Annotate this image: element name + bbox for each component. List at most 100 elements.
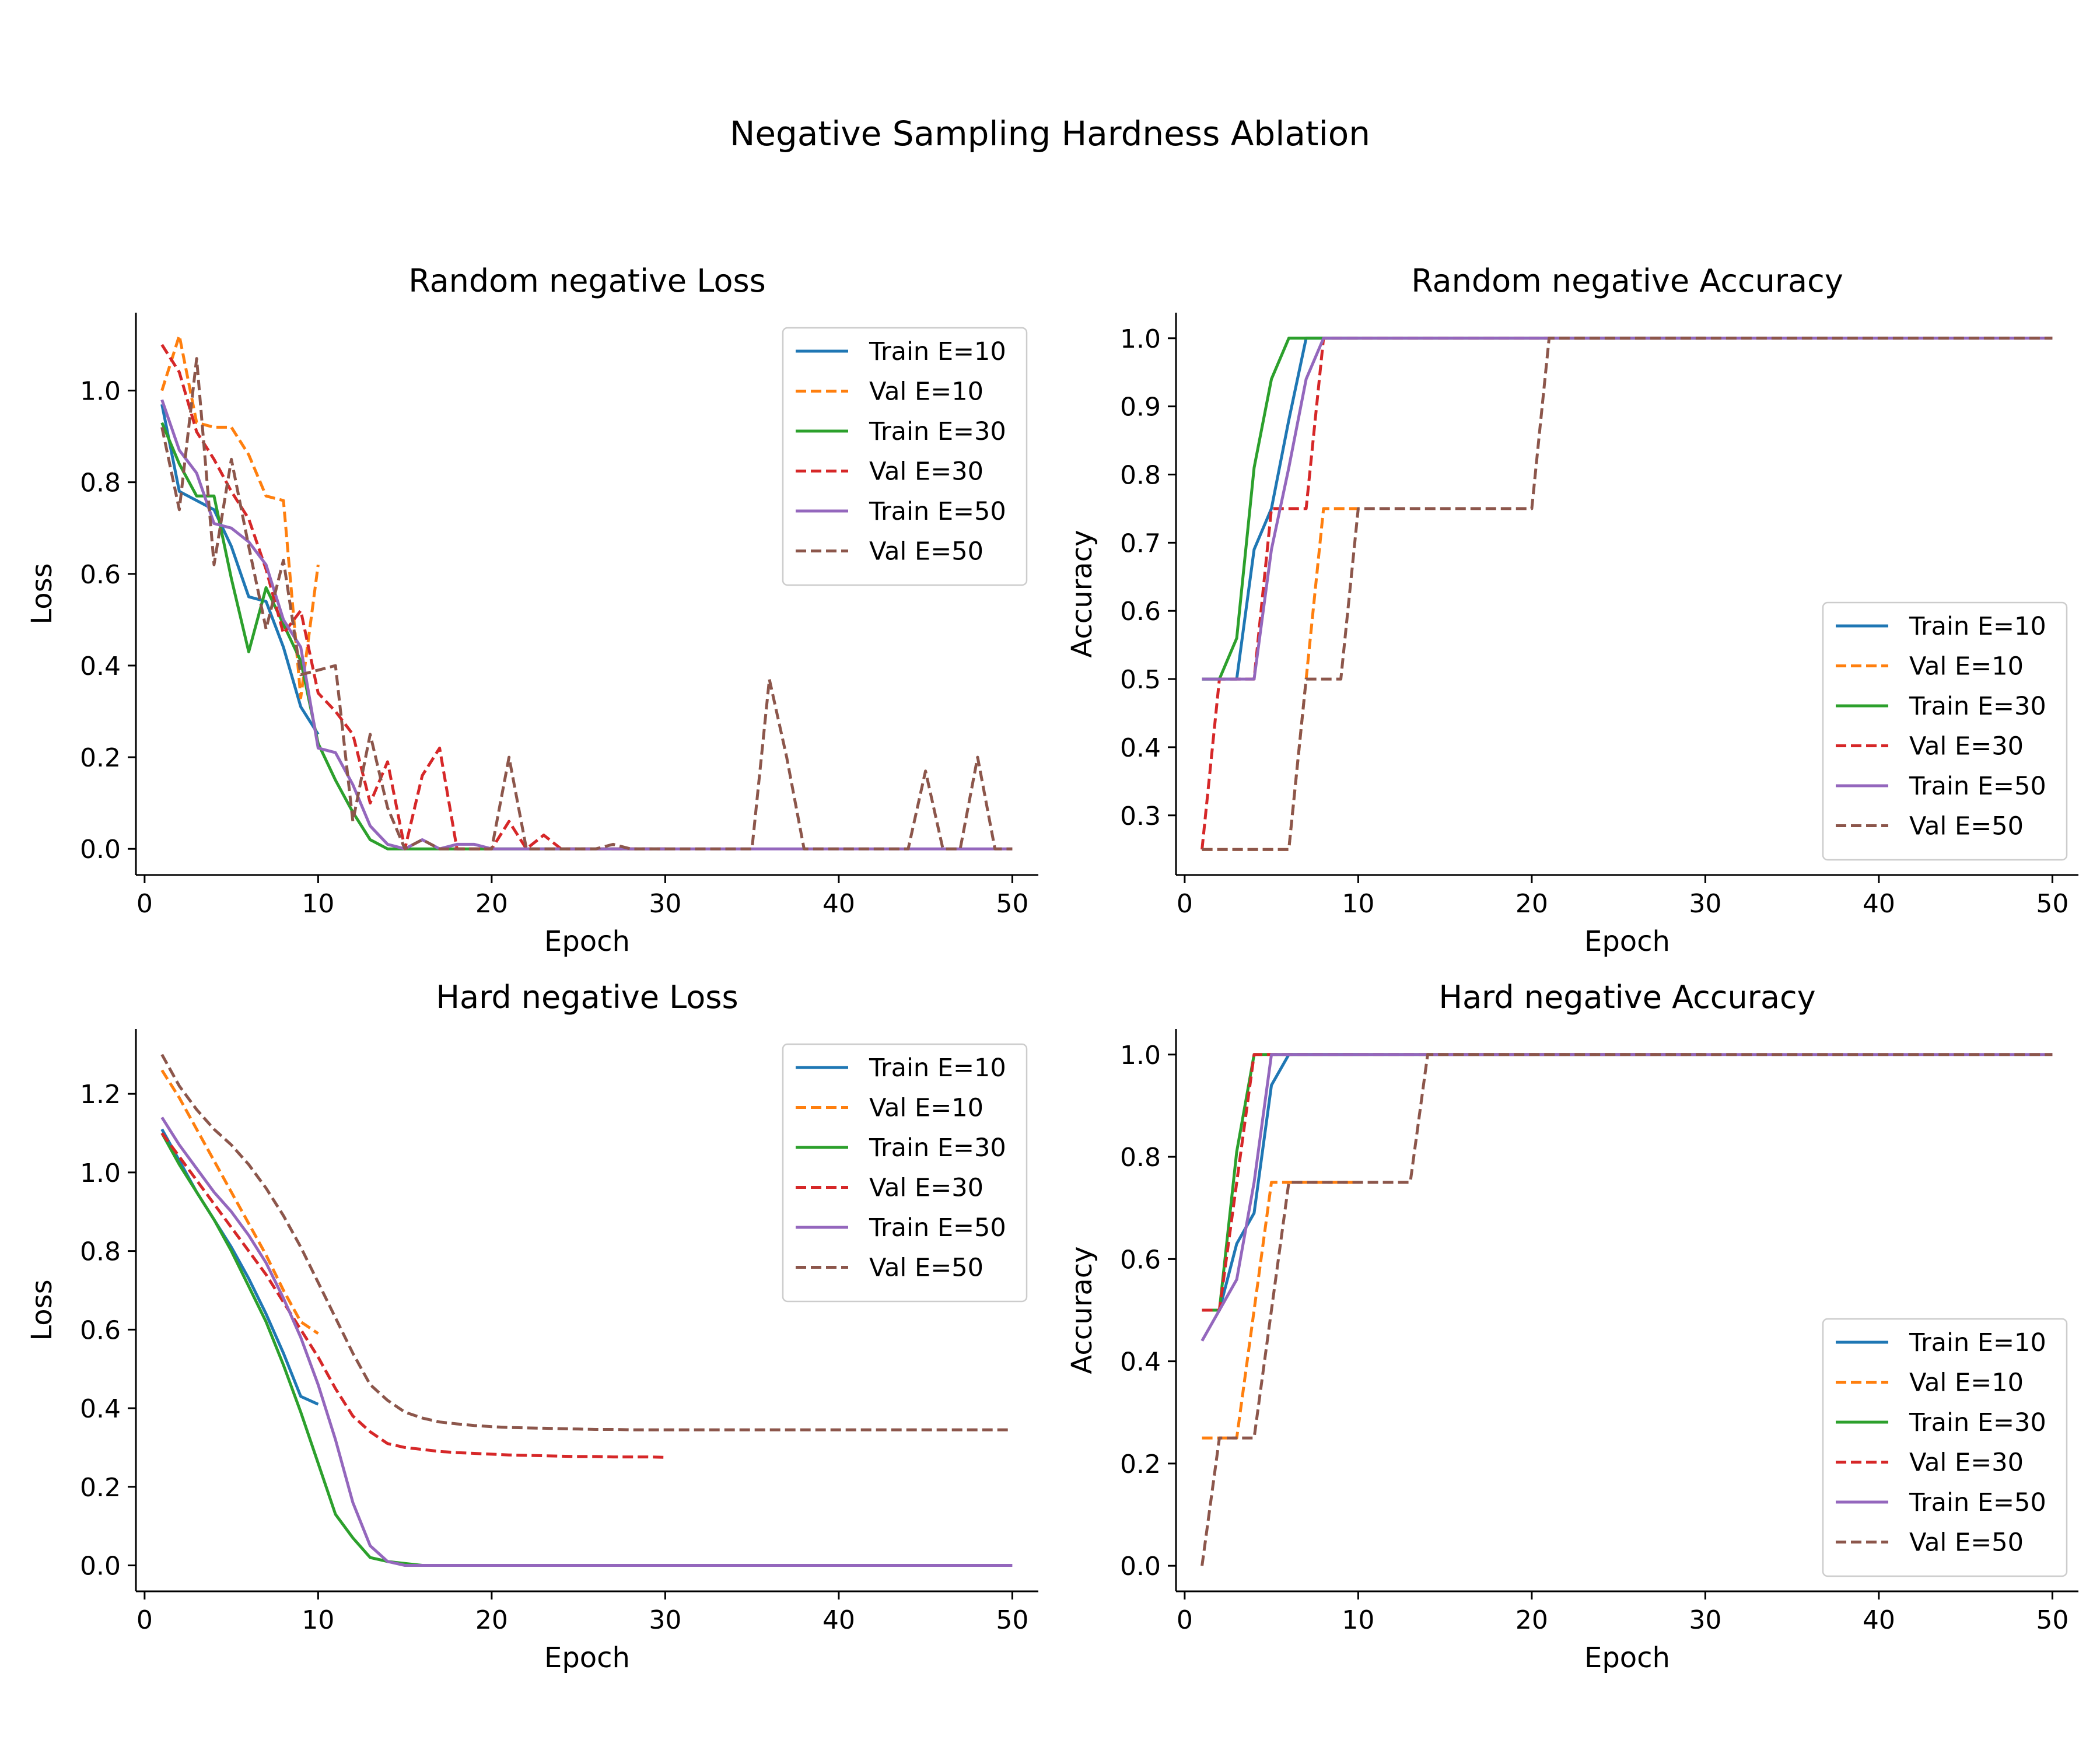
x-axis-label: Epoch	[1584, 1642, 1670, 1674]
x-tick-label: 30	[1689, 1605, 1721, 1635]
series-line	[160, 344, 666, 850]
x-tick-label: 10	[302, 1605, 334, 1635]
legend-label: Val E=50	[869, 1254, 984, 1283]
legend-label: Train E=10	[1909, 612, 2046, 641]
y-tick-label: 0.4	[1120, 1348, 1161, 1377]
y-tick-label: 0.6	[1120, 597, 1161, 626]
legend: Train E=10 Val E=10 Train E=30 Val E=30 Trai…	[1822, 601, 2068, 861]
y-axis-label: Accuracy	[1066, 530, 1098, 657]
x-tick-label: 0	[136, 889, 153, 919]
y-tick-label: 0.0	[80, 835, 121, 864]
legend-label: Val E=30	[869, 1174, 984, 1203]
legend-label: Train E=30	[869, 417, 1006, 446]
series-line	[1202, 337, 2053, 851]
x-tick-label: 0	[136, 1605, 153, 1635]
x-tick-label: 10	[302, 889, 334, 919]
series-line	[1200, 1053, 2053, 1566]
chart-title: Random negative Loss	[408, 262, 766, 299]
y-tick-label: 0.6	[1120, 1245, 1161, 1275]
x-tick-label: 30	[1689, 889, 1721, 919]
x-tick-label: 30	[649, 1605, 681, 1635]
x-tick-label: 20	[1516, 1605, 1548, 1635]
chart-hard_acc: 0 10 20 30 40 50 0.0 0.2 0.4 0.6 0.8 1.0 Hard negati…	[1066, 979, 2078, 1674]
legend: Train E=10 Val E=10 Train E=30 Val E=30 Trai…	[1822, 1318, 2068, 1577]
chart-random_loss: 0 10 20 30 40 50 0.0 0.2 0.4 0.6 0.8 1.0 Random nega…	[26, 262, 1038, 958]
series-line	[160, 1132, 666, 1567]
series-line	[160, 1116, 1013, 1567]
y-tick-label: 1.2	[80, 1080, 121, 1110]
y-axis-label: Loss	[26, 563, 58, 624]
series-line	[1200, 1053, 2053, 1342]
x-tick-label: 10	[1342, 1605, 1374, 1635]
y-tick-label: 0.5	[1120, 665, 1161, 695]
x-axis-label: Epoch	[544, 1642, 630, 1674]
legend: Train E=10 Val E=10 Train E=30 Val E=30 Trai…	[782, 1043, 1028, 1303]
x-tick-label: 50	[2036, 1605, 2068, 1635]
y-tick-label: 0.4	[1120, 733, 1161, 763]
y-tick-label: 0.4	[80, 1394, 121, 1424]
series-line	[160, 399, 1013, 850]
legend-label: Val E=30	[1909, 1448, 2024, 1478]
legend-label: Val E=10	[869, 1094, 984, 1123]
legend: Train E=10 Val E=10 Train E=30 Val E=30 Trai…	[782, 327, 1028, 586]
x-tick-label: 10	[1342, 889, 1374, 919]
series-line	[160, 404, 320, 736]
series-line	[1202, 1053, 1706, 1312]
series-line	[1200, 337, 1706, 850]
y-tick-label: 0.8	[1120, 461, 1161, 491]
y-tick-label: 0.8	[1120, 1143, 1161, 1172]
legend-label: Val E=30	[869, 457, 984, 487]
legend-label: Train E=50	[869, 497, 1006, 526]
y-tick-label: 0.8	[80, 1237, 121, 1267]
y-tick-label: 1.0	[80, 1158, 121, 1188]
legend-label: Val E=10	[869, 377, 984, 407]
x-tick-label: 20	[475, 889, 508, 919]
x-axis-label: Epoch	[1584, 925, 1670, 958]
legend-label: Train E=30	[1909, 692, 2046, 721]
legend-label: Val E=50	[869, 537, 984, 566]
series-line	[160, 1054, 1013, 1432]
series-line	[160, 1132, 666, 1459]
chart-random_acc: 0 10 20 30 40 50 0.3 0.4 0.5 0.6 0.7 0.8 0.9 1.0 Rando…	[1066, 262, 2078, 958]
x-axis-label: Epoch	[544, 925, 630, 958]
y-tick-label: 0.6	[80, 1315, 121, 1345]
chart-title: Hard negative Accuracy	[1438, 979, 1815, 1016]
x-tick-label: 50	[996, 889, 1028, 919]
legend-label: Train E=10	[869, 337, 1006, 366]
series-line	[160, 1069, 319, 1335]
legend-label: Val E=50	[1909, 1528, 2024, 1558]
series-line	[1202, 1053, 1706, 1312]
figure-title: Negative Sampling Hardness Ablation	[729, 114, 1370, 153]
y-tick-label: 0.2	[80, 1473, 121, 1503]
y-tick-label: 1.0	[1120, 324, 1161, 354]
legend-label: Val E=10	[1909, 1368, 2024, 1398]
x-tick-label: 40	[822, 1605, 855, 1635]
y-tick-label: 1.0	[80, 377, 121, 407]
chart-title: Hard negative Loss	[436, 979, 738, 1016]
legend-label: Val E=50	[1909, 812, 2024, 841]
x-tick-label: 20	[1516, 889, 1548, 919]
y-tick-label: 0.8	[80, 468, 121, 498]
series-line	[1202, 1181, 1359, 1440]
x-tick-label: 50	[2036, 889, 2068, 919]
legend-label: Val E=30	[1909, 732, 2024, 761]
y-axis-label: Accuracy	[1066, 1246, 1098, 1374]
x-tick-label: 50	[996, 1605, 1028, 1635]
x-tick-label: 20	[475, 1605, 508, 1635]
legend-label: Train E=30	[869, 1133, 1006, 1163]
legend-label: Train E=50	[1909, 1488, 2046, 1517]
y-tick-label: 0.2	[80, 743, 121, 773]
x-tick-label: 40	[1863, 889, 1895, 919]
legend-label: Train E=50	[1909, 772, 2046, 801]
x-tick-label: 40	[822, 889, 855, 919]
y-tick-label: 0.7	[1120, 528, 1161, 558]
y-tick-label: 0.0	[1120, 1552, 1161, 1581]
y-tick-label: 0.6	[80, 560, 121, 590]
y-tick-label: 0.0	[80, 1552, 121, 1581]
series-line	[160, 357, 1013, 850]
x-tick-label: 40	[1863, 1605, 1895, 1635]
y-tick-label: 0.4	[80, 652, 121, 681]
y-tick-label: 0.2	[1120, 1450, 1161, 1479]
x-tick-label: 0	[1177, 1605, 1193, 1635]
